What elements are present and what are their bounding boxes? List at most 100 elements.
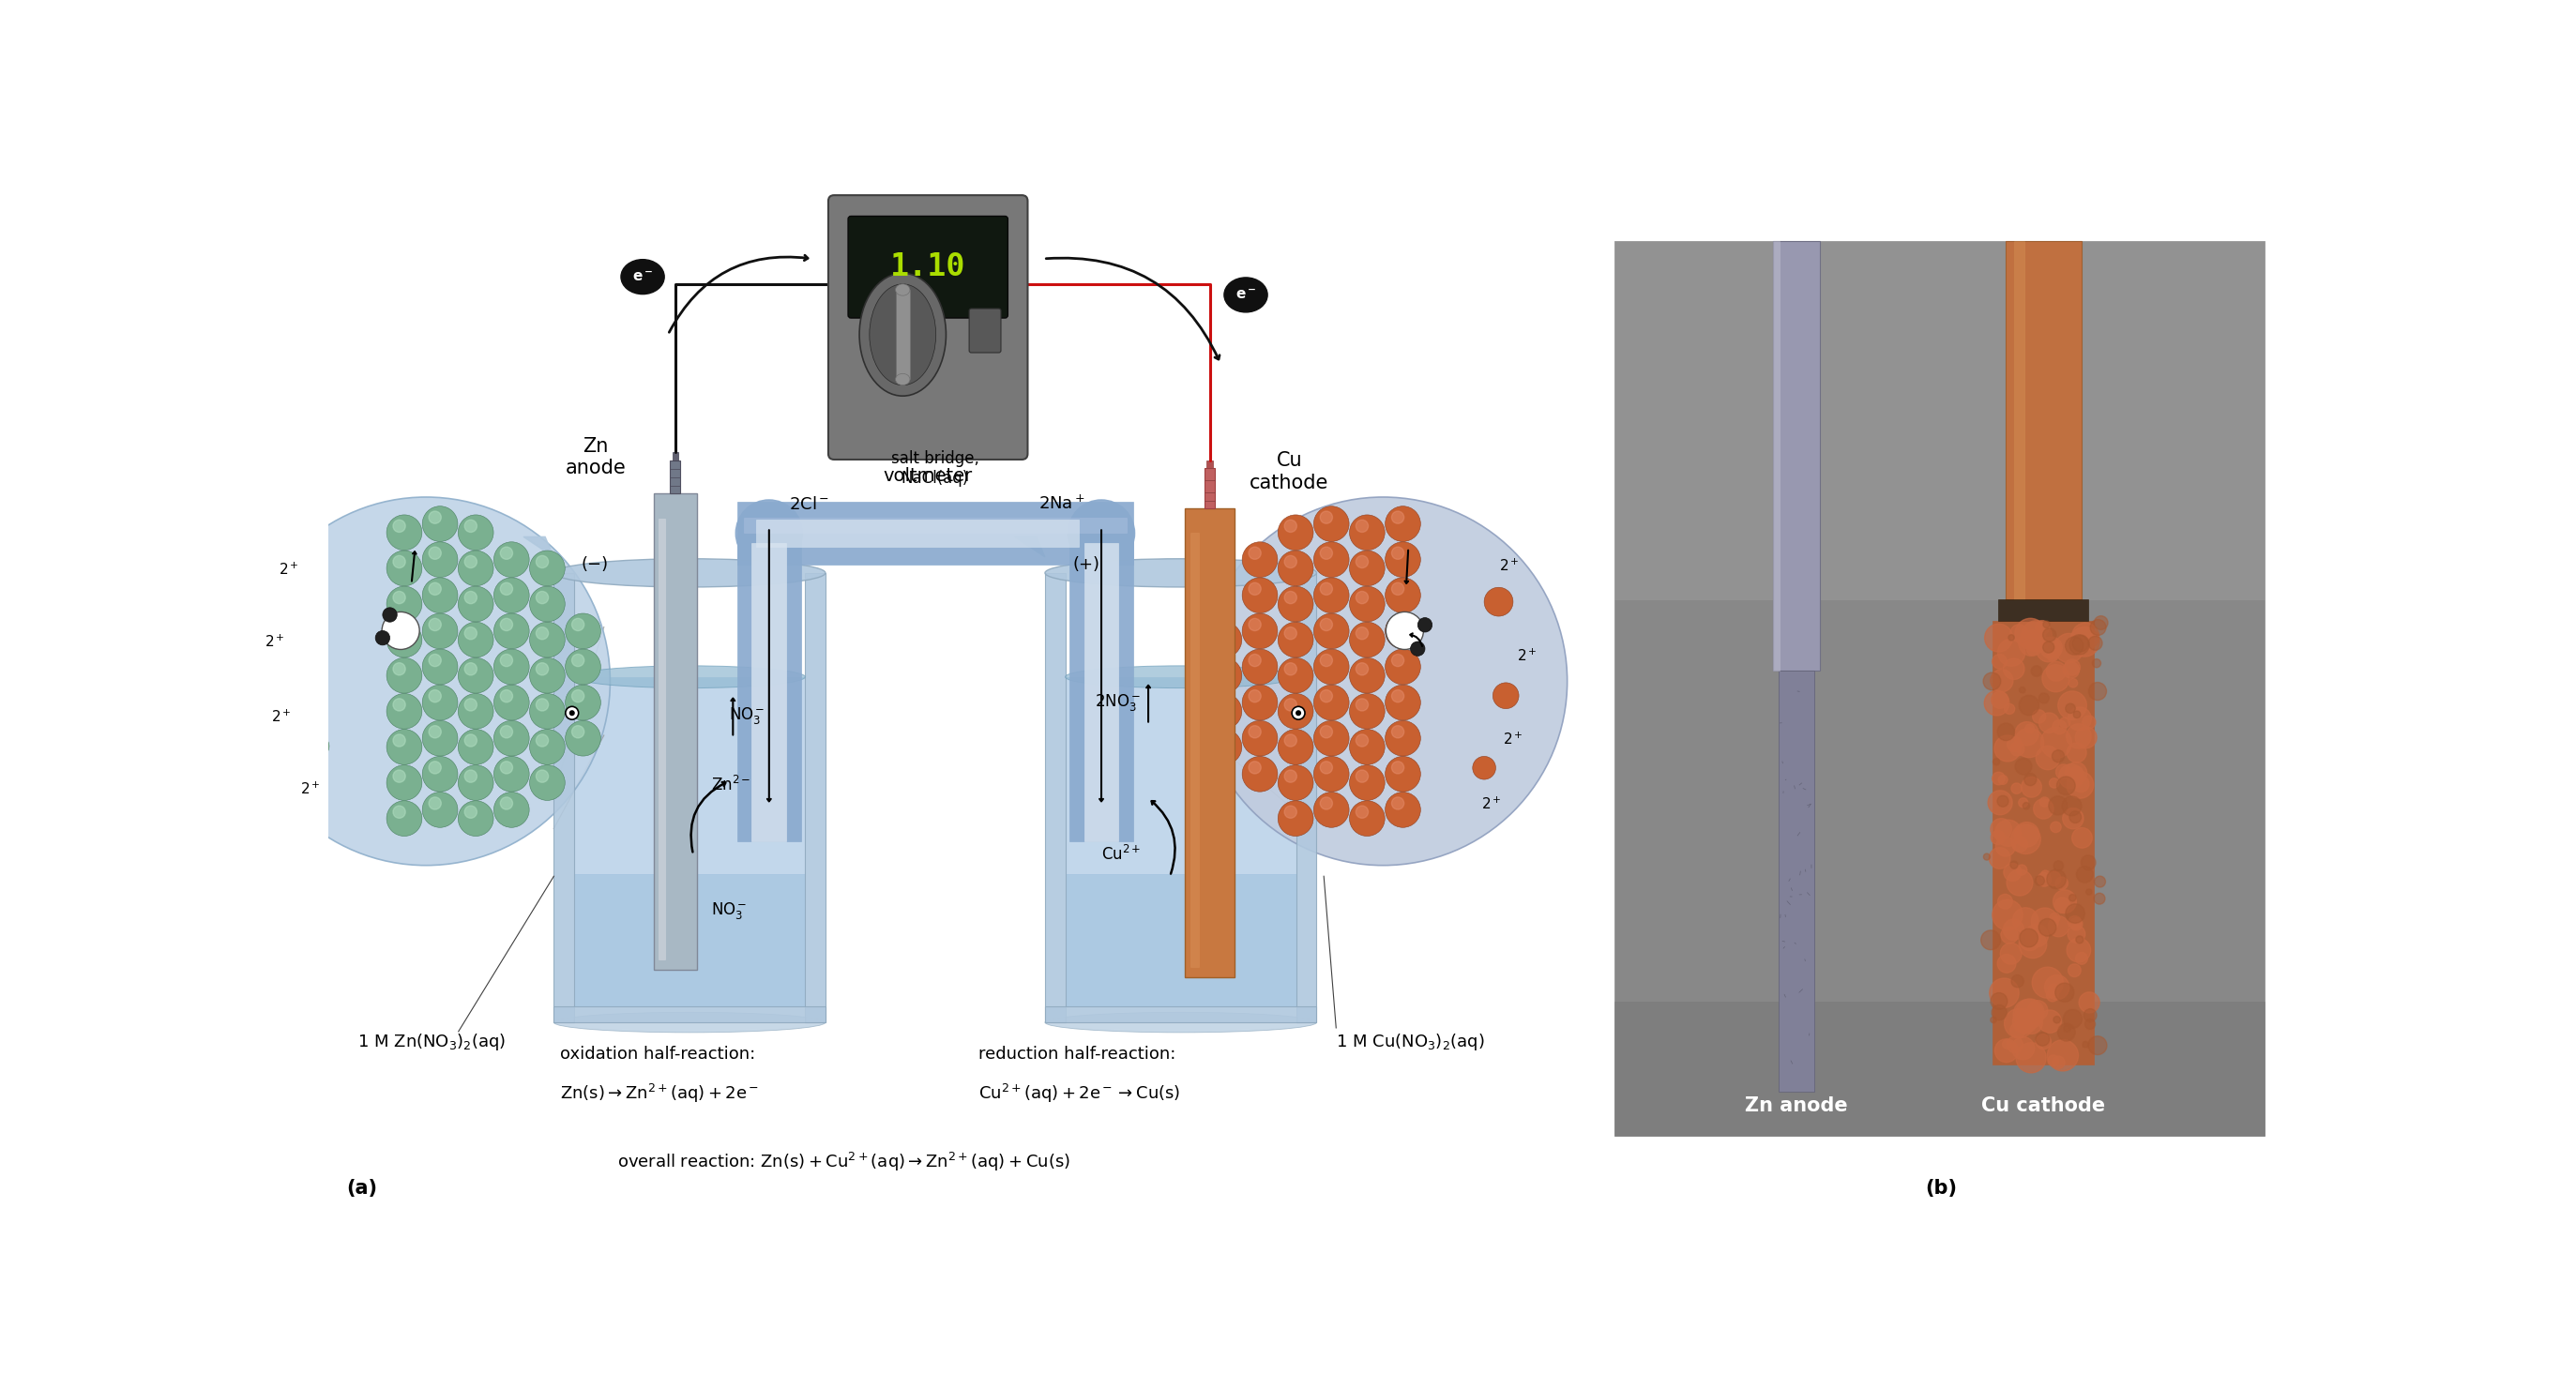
Circle shape (2045, 661, 2066, 682)
Circle shape (2056, 897, 2071, 912)
FancyBboxPatch shape (1046, 1006, 1316, 1022)
Circle shape (1278, 515, 1314, 550)
Circle shape (1213, 627, 1226, 639)
Text: $\mathregular{e^-}$: $\mathregular{e^-}$ (1236, 287, 1257, 302)
Circle shape (1285, 555, 1296, 567)
Circle shape (2025, 724, 2035, 734)
Circle shape (1242, 577, 1278, 613)
Circle shape (2017, 1043, 2045, 1073)
Circle shape (464, 591, 477, 603)
Circle shape (1494, 683, 1520, 709)
Circle shape (495, 720, 528, 756)
Circle shape (2014, 999, 2043, 1029)
Circle shape (1242, 684, 1278, 720)
Circle shape (2053, 860, 2063, 871)
Circle shape (2025, 774, 2038, 786)
Circle shape (386, 694, 422, 730)
FancyBboxPatch shape (1999, 599, 2089, 621)
FancyBboxPatch shape (829, 195, 1028, 459)
Circle shape (2020, 1011, 2043, 1033)
Circle shape (2009, 1022, 2025, 1039)
Circle shape (2014, 721, 2038, 746)
Circle shape (2048, 916, 2069, 937)
Circle shape (1355, 627, 1368, 639)
Circle shape (2066, 703, 2076, 713)
Circle shape (1391, 618, 1404, 631)
Circle shape (1314, 577, 1350, 613)
Circle shape (572, 654, 585, 666)
Circle shape (500, 547, 513, 559)
Circle shape (536, 698, 549, 710)
Circle shape (1994, 758, 1999, 765)
Circle shape (1355, 769, 1368, 782)
Circle shape (1355, 734, 1368, 746)
Circle shape (464, 698, 477, 710)
Circle shape (1278, 658, 1314, 692)
Circle shape (1314, 791, 1350, 827)
FancyBboxPatch shape (2014, 240, 2025, 599)
Circle shape (500, 725, 513, 738)
Circle shape (2032, 710, 2045, 723)
Circle shape (1391, 725, 1404, 738)
Circle shape (1319, 654, 1332, 666)
Circle shape (1242, 613, 1278, 649)
Circle shape (1350, 658, 1386, 692)
Circle shape (394, 805, 404, 818)
Circle shape (569, 710, 574, 716)
Circle shape (2009, 635, 2014, 640)
Circle shape (1412, 642, 1425, 655)
Circle shape (2002, 926, 2017, 944)
FancyBboxPatch shape (1206, 469, 1216, 508)
Circle shape (1350, 622, 1386, 657)
FancyBboxPatch shape (672, 452, 677, 460)
Circle shape (1285, 769, 1296, 782)
Circle shape (2030, 665, 2043, 676)
Circle shape (1249, 654, 1262, 666)
FancyBboxPatch shape (1777, 671, 1814, 1091)
Circle shape (564, 613, 600, 649)
Circle shape (2069, 679, 2076, 687)
Circle shape (386, 658, 422, 692)
Circle shape (2014, 999, 2045, 1028)
Circle shape (2076, 952, 2087, 965)
Circle shape (1996, 837, 2014, 856)
Circle shape (2056, 776, 2076, 796)
Circle shape (1249, 690, 1262, 702)
FancyBboxPatch shape (1615, 240, 2264, 599)
FancyBboxPatch shape (752, 543, 786, 841)
Circle shape (2069, 627, 2099, 657)
Circle shape (572, 618, 585, 631)
Circle shape (536, 555, 549, 567)
Circle shape (1386, 506, 1419, 541)
Circle shape (2053, 890, 2076, 914)
Circle shape (2012, 837, 2027, 852)
Circle shape (1991, 772, 2004, 785)
FancyBboxPatch shape (574, 677, 806, 1006)
Circle shape (2053, 1057, 2066, 1069)
FancyBboxPatch shape (1772, 240, 1819, 671)
Text: $\mathregular{Zn^{2-}}$: $\mathregular{Zn^{2-}}$ (711, 776, 752, 794)
Circle shape (2020, 695, 2040, 716)
Circle shape (2004, 863, 2022, 881)
Text: $2^+$: $2^+$ (301, 782, 319, 798)
Circle shape (1999, 639, 2025, 666)
Circle shape (2094, 877, 2105, 888)
Circle shape (2043, 621, 2050, 628)
Circle shape (2014, 822, 2040, 846)
Circle shape (2040, 870, 2050, 879)
Circle shape (464, 519, 477, 532)
Circle shape (428, 725, 440, 738)
Circle shape (1386, 613, 1419, 649)
Circle shape (1989, 848, 2009, 868)
Circle shape (1278, 587, 1314, 621)
Circle shape (1981, 930, 2002, 949)
Circle shape (459, 515, 495, 550)
Circle shape (242, 497, 611, 866)
Circle shape (1996, 796, 2009, 807)
Circle shape (531, 694, 564, 730)
Circle shape (2038, 1010, 2061, 1033)
Circle shape (2009, 742, 2025, 756)
Circle shape (2069, 894, 2076, 901)
Circle shape (428, 690, 440, 702)
Circle shape (564, 720, 600, 756)
